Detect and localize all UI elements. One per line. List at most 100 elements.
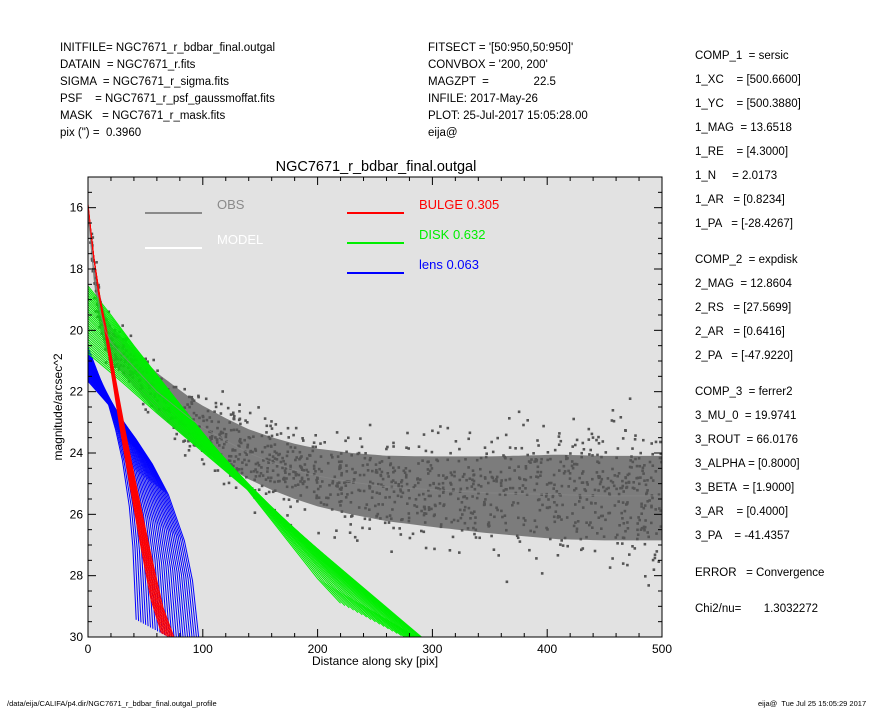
obs-point — [585, 521, 588, 524]
obs-point — [658, 456, 662, 460]
obs-point — [336, 455, 340, 458]
y-tick-label: 30 — [70, 630, 84, 644]
obs-point — [384, 496, 387, 499]
obs-point — [518, 540, 522, 543]
obs-point — [435, 458, 438, 462]
obs-point — [422, 530, 426, 534]
obs-point — [339, 504, 342, 507]
obs-point — [257, 406, 260, 409]
obs-point — [253, 511, 257, 514]
obs-point — [357, 506, 361, 509]
obs-point — [607, 486, 610, 490]
obs-point — [229, 413, 233, 416]
obs-point — [631, 486, 635, 490]
obs-point — [264, 478, 268, 481]
obs-point — [424, 546, 428, 550]
obs-point — [511, 503, 514, 507]
obs-point — [641, 466, 645, 470]
param-2-pa: 2_PA = [-47.9220] — [695, 350, 793, 362]
obs-point — [336, 493, 340, 496]
obs-point — [437, 474, 441, 477]
obs-point — [92, 260, 95, 263]
obs-point — [233, 460, 236, 463]
obs-point — [316, 487, 320, 491]
obs-point — [365, 503, 369, 506]
obs-point — [596, 532, 599, 535]
obs-point — [553, 501, 556, 504]
obs-point — [340, 473, 343, 477]
obs-point — [358, 489, 362, 493]
obs-point — [219, 432, 223, 435]
obs-point — [650, 442, 653, 445]
obs-point — [535, 557, 538, 560]
obs-point — [488, 524, 491, 527]
obs-point — [647, 584, 650, 587]
obs-point — [437, 482, 441, 486]
obs-point — [269, 476, 273, 480]
obs-point — [261, 450, 264, 454]
obs-point — [336, 485, 339, 488]
obs-point — [428, 469, 432, 473]
obs-point — [340, 486, 343, 490]
obs-point — [610, 419, 614, 422]
obs-point — [94, 276, 97, 280]
obs-point — [214, 401, 218, 405]
obs-point — [152, 358, 155, 362]
obs-point — [251, 450, 254, 454]
obs-point — [279, 460, 283, 464]
param-comp3: COMP_3 = ferrer2 — [695, 386, 793, 398]
obs-point — [270, 434, 274, 438]
obs-point — [603, 489, 607, 493]
obs-point — [208, 439, 212, 443]
obs-point — [104, 348, 107, 351]
obs-point — [479, 485, 483, 488]
obs-point — [262, 459, 265, 462]
obs-point — [458, 508, 462, 512]
obs-point — [400, 479, 404, 482]
obs-point — [491, 450, 495, 454]
obs-point — [605, 487, 608, 491]
obs-point — [396, 494, 400, 498]
obs-point — [638, 518, 641, 522]
obs-point — [587, 427, 591, 431]
obs-point — [622, 522, 626, 525]
obs-point — [653, 556, 657, 560]
obs-point — [474, 536, 478, 539]
obs-point — [325, 496, 328, 500]
obs-point — [376, 512, 380, 516]
obs-point — [553, 520, 557, 524]
obs-point — [547, 498, 550, 501]
obs-point — [388, 495, 391, 499]
header-mask: MASK = NGC7671_r_mask.fits — [60, 110, 226, 122]
obs-point — [639, 476, 642, 479]
obs-point — [468, 431, 472, 435]
param-chi2nu: Chi2/nu= 1.3032272 — [695, 603, 819, 615]
obs-point — [246, 443, 250, 447]
obs-point — [524, 478, 528, 482]
obs-point — [107, 331, 111, 335]
obs-point — [204, 397, 208, 401]
obs-point — [380, 460, 384, 463]
obs-point — [298, 457, 301, 461]
obs-point — [399, 533, 403, 536]
obs-point — [427, 508, 431, 512]
obs-point — [651, 452, 654, 456]
obs-point — [214, 405, 218, 409]
obs-point — [585, 535, 588, 539]
obs-point — [356, 452, 359, 456]
obs-point — [590, 432, 594, 436]
obs-point — [208, 416, 212, 419]
obs-point — [407, 447, 410, 450]
obs-point — [501, 515, 504, 519]
obs-point — [459, 516, 463, 520]
obs-point — [644, 483, 648, 487]
obs-point — [473, 510, 476, 513]
obs-point — [249, 470, 253, 474]
obs-point — [407, 516, 411, 520]
obs-point — [422, 433, 426, 436]
obs-point — [408, 469, 412, 473]
obs-point — [415, 505, 419, 508]
obs-point — [631, 460, 635, 464]
obs-point — [322, 503, 326, 506]
obs-point — [463, 495, 467, 498]
